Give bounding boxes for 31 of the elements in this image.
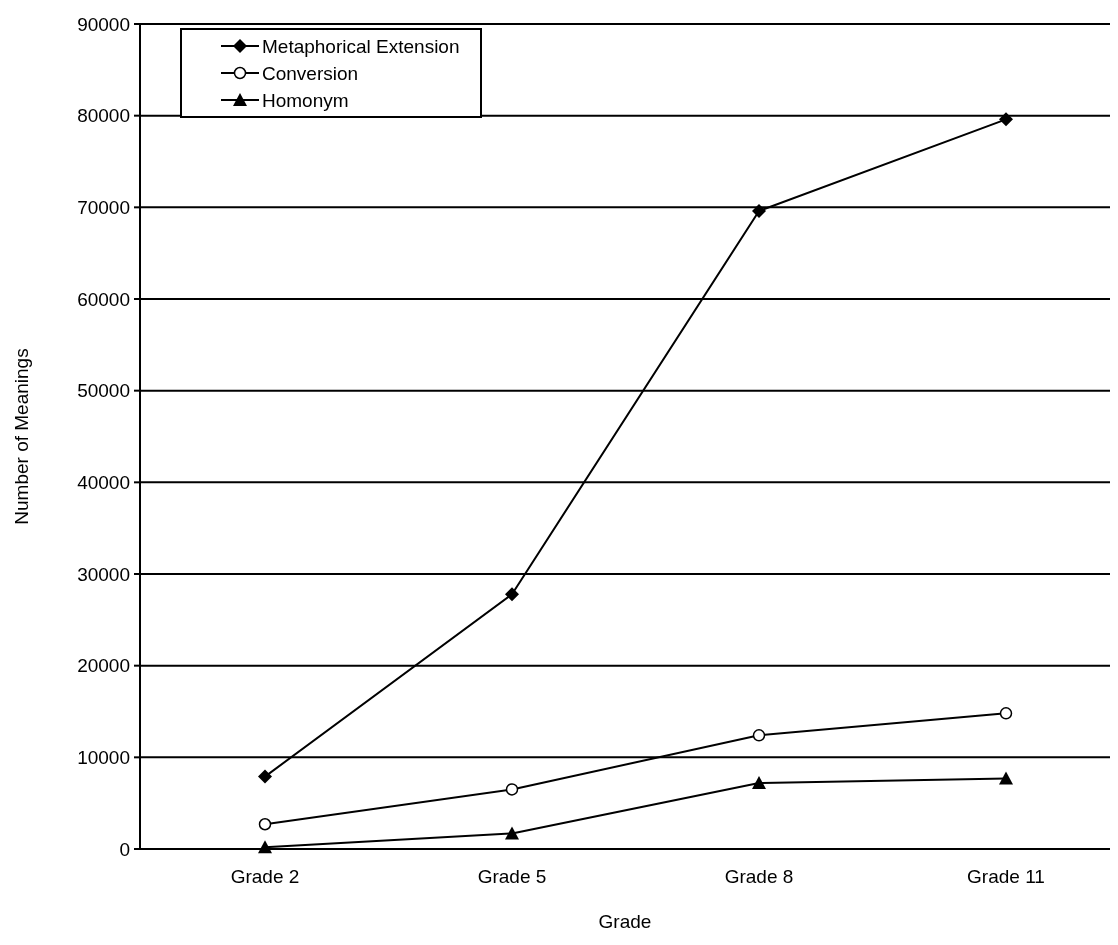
y-tick-label: 30000 bbox=[77, 563, 130, 585]
point bbox=[999, 112, 1013, 127]
y-tick-label: 70000 bbox=[77, 196, 130, 218]
point bbox=[258, 818, 272, 831]
legend-label: Homonym bbox=[262, 89, 349, 111]
x-tick-label: Grade 11 bbox=[967, 866, 1045, 887]
point bbox=[752, 776, 766, 789]
point bbox=[999, 707, 1013, 720]
point bbox=[505, 587, 519, 602]
point bbox=[999, 771, 1013, 785]
x-tick-label: Grade 5 bbox=[477, 866, 547, 887]
point bbox=[505, 783, 519, 796]
y-tick-label: 0 bbox=[119, 838, 130, 860]
y-tick-label: 80000 bbox=[77, 105, 130, 127]
point bbox=[258, 769, 272, 784]
x-axis-title: Grade bbox=[598, 911, 652, 932]
y-tick-label: 60000 bbox=[77, 288, 130, 310]
y-tick-label: 50000 bbox=[77, 380, 130, 402]
legend-label: Metaphorical Extension bbox=[262, 35, 460, 57]
point bbox=[505, 826, 519, 840]
x-tick-label: Grade 2 bbox=[230, 866, 300, 887]
point bbox=[258, 840, 272, 854]
y-tick-label: 20000 bbox=[77, 655, 130, 677]
y-tick-label: 40000 bbox=[77, 471, 130, 493]
y-axis-title: Number of Meanings bbox=[11, 348, 32, 525]
legend-label: Conversion bbox=[262, 62, 359, 84]
point bbox=[752, 204, 766, 218]
y-tick-label: 90000 bbox=[77, 13, 130, 35]
x-tick-label: Grade 8 bbox=[724, 866, 794, 887]
y-tick-label: 10000 bbox=[77, 746, 130, 768]
point bbox=[752, 729, 766, 742]
